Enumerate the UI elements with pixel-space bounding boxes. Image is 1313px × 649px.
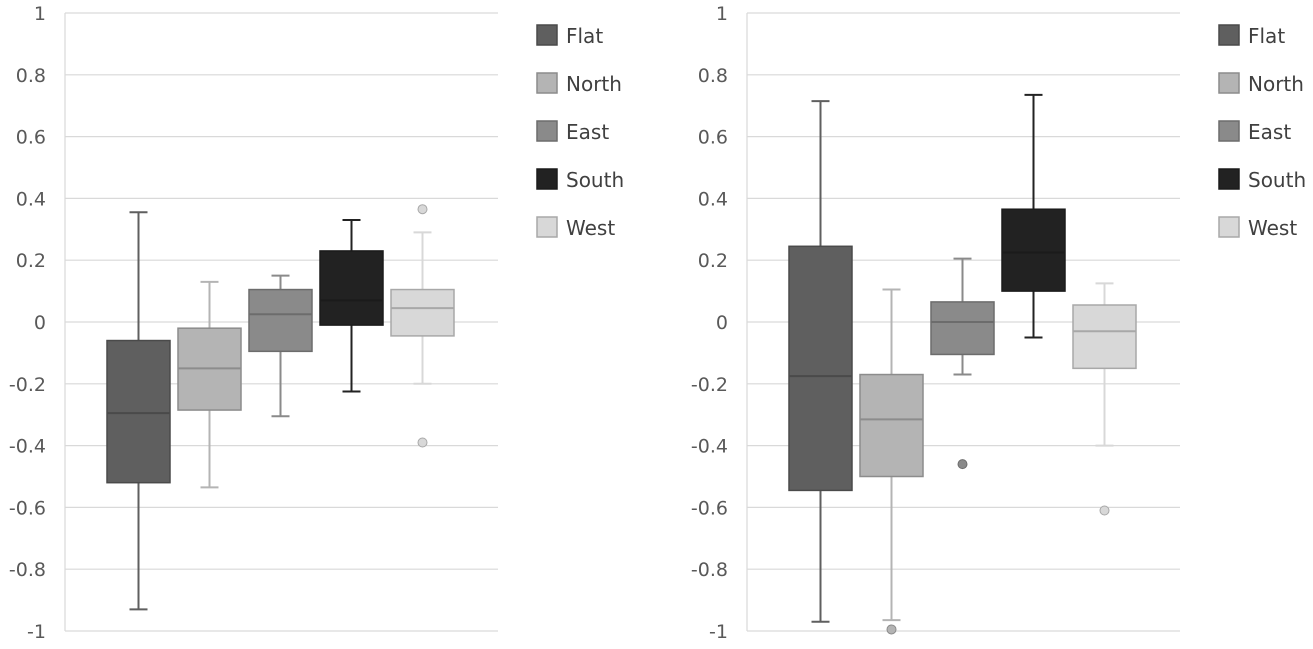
iqr-box xyxy=(788,245,853,492)
outlier-point xyxy=(957,459,968,470)
y-tick-label: -1 xyxy=(27,621,46,643)
box-flat xyxy=(788,100,853,623)
box-south xyxy=(1001,93,1066,339)
legend-label: West xyxy=(566,216,615,240)
y-tick-label: -0.2 xyxy=(691,374,728,396)
legend: Flat North East South West xyxy=(536,24,624,240)
y-tick-label: 0.4 xyxy=(16,188,46,210)
box-east xyxy=(248,274,313,418)
legend-label: East xyxy=(566,120,609,144)
y-tick-label: -0.2 xyxy=(9,374,46,396)
y-tick-label: 0.8 xyxy=(16,65,46,87)
y-tick-label: -0.4 xyxy=(691,436,728,458)
y-tick-label: -0.6 xyxy=(9,497,46,519)
legend-swatch xyxy=(536,216,558,238)
y-tick-label: 0.6 xyxy=(698,127,728,149)
legend-swatch xyxy=(1218,120,1240,142)
box-north xyxy=(859,288,924,635)
legend-label: East xyxy=(1248,120,1291,144)
y-tick-label: 1 xyxy=(34,3,46,25)
chart-panel-left: 1 0.8 0.6 0.4 0.2 0 -0.2 -0.4 -0.6 -0.8 -1 Flat Nort… xyxy=(9,3,624,643)
box-north xyxy=(177,280,242,489)
y-tick-label: 0 xyxy=(34,312,46,334)
legend-swatch xyxy=(536,120,558,142)
y-tick-label: -0.8 xyxy=(691,559,728,581)
iqr-box xyxy=(1072,304,1137,370)
y-tick-label: 0.4 xyxy=(698,188,728,210)
box-west xyxy=(390,204,455,448)
y-tick-label: 0.2 xyxy=(698,250,728,272)
y-tick-label: -0.8 xyxy=(9,559,46,581)
y-tick-label: 0.6 xyxy=(16,127,46,149)
legend-label: Flat xyxy=(1248,24,1285,48)
legend-swatch xyxy=(536,72,558,94)
box-flat xyxy=(106,211,171,611)
legend-swatch xyxy=(536,24,558,46)
iqr-box xyxy=(1001,208,1066,292)
outlier-point xyxy=(1099,505,1110,516)
outlier-point xyxy=(886,624,897,635)
legend-swatch xyxy=(1218,24,1240,46)
y-tick-label: -1 xyxy=(709,621,728,643)
y-tick-label: 1 xyxy=(716,3,728,25)
legend-swatch xyxy=(1218,168,1240,190)
iqr-box xyxy=(319,250,384,326)
y-tick-label: -0.6 xyxy=(691,497,728,519)
legend-label: Flat xyxy=(566,24,603,48)
box-south xyxy=(319,219,384,393)
legend-label: South xyxy=(1248,168,1306,192)
iqr-box xyxy=(248,288,313,353)
iqr-box xyxy=(930,301,995,356)
box-west xyxy=(1072,282,1137,516)
outlier-point xyxy=(417,437,428,448)
legend-swatch xyxy=(536,168,558,190)
y-tick-label: 0 xyxy=(716,312,728,334)
y-tick-label: 0.8 xyxy=(698,65,728,87)
legend-label: South xyxy=(566,168,624,192)
legend-swatch xyxy=(1218,72,1240,94)
chart-panel-right: 1 0.8 0.6 0.4 0.2 0 -0.2 -0.4 -0.6 -0.8 -1 Flat Nort… xyxy=(691,3,1306,643)
iqr-box xyxy=(390,288,455,337)
outlier-point xyxy=(417,204,428,215)
legend: Flat North East South West xyxy=(1218,24,1306,240)
y-tick-label: 0.2 xyxy=(16,250,46,272)
iqr-box xyxy=(106,339,171,484)
legend-label: North xyxy=(1248,72,1304,96)
y-tick-label: -0.4 xyxy=(9,436,46,458)
iqr-box xyxy=(859,373,924,478)
legend-label: West xyxy=(1248,216,1297,240)
box-east xyxy=(930,257,995,470)
legend-label: North xyxy=(566,72,622,96)
legend-swatch xyxy=(1218,216,1240,238)
